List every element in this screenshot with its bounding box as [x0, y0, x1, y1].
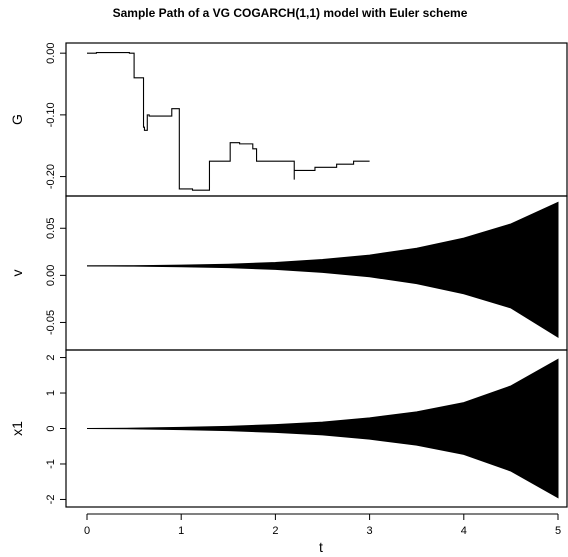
x-tick-label: 1 [178, 525, 184, 537]
y-tick-label: 0.00 [45, 265, 57, 286]
panel-1: -0.05 0.00 0.05 v [9, 195, 568, 351]
panel-2: -2 -1 0 1 2 x1 [9, 349, 568, 508]
y-axis-label: x1 [9, 421, 25, 436]
y-tick-label: -2 [45, 495, 57, 505]
y-tick-label: 0.05 [45, 218, 57, 239]
x-axis-label: t [319, 539, 323, 555]
panel-frame [65, 42, 568, 197]
x-tick-label: 4 [461, 525, 467, 537]
x-tick-label: 5 [555, 525, 561, 537]
series-envelope [86, 201, 559, 338]
panel-0: 0.00 -0.10 -0.20 G [9, 42, 568, 197]
series-line [87, 52, 370, 191]
chart-panels: 0.00 -0.10 -0.20 G -0.05 0.00 0.05 v -2 -1 0 1 2 x1 [9, 42, 568, 508]
x-axis: 0 1 2 3 4 5 [84, 513, 561, 537]
y-tick-label: 0.00 [45, 42, 57, 63]
y-tick-label: 2 [45, 354, 57, 360]
y-axis-label: G [9, 114, 25, 125]
y-tick-label: -0.05 [45, 310, 57, 335]
y-tick-label: -1 [45, 459, 57, 469]
y-axis-label: v [9, 270, 25, 277]
x-tick-label: 2 [272, 525, 278, 537]
x-tick-label: 0 [84, 525, 90, 537]
y-tick-label: -0.20 [45, 164, 57, 189]
y-tick-label: 1 [45, 390, 57, 396]
x-tick-label: 3 [367, 525, 373, 537]
chart-title: Sample Path of a VG COGARCH(1,1) model w… [113, 6, 468, 20]
y-tick-label: 0 [45, 425, 57, 431]
y-tick-label: -0.10 [45, 102, 57, 127]
